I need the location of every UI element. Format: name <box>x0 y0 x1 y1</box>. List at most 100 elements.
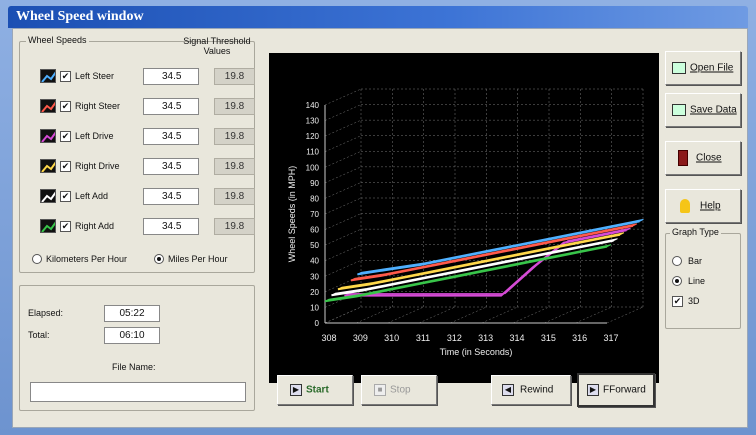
y-tick-label: 40 <box>310 257 319 266</box>
3d-checkbox[interactable]: ✔ <box>672 296 683 307</box>
y-tick-label: 0 <box>315 319 320 328</box>
grid-line <box>324 228 362 246</box>
x-tick-label: 316 <box>572 333 587 343</box>
series-checkbox[interactable]: ✔ <box>60 161 71 172</box>
y-tick-label: 130 <box>306 117 320 126</box>
y-tick-label: 10 <box>310 303 319 312</box>
series-threshold: 19.8 <box>214 188 255 205</box>
series-threshold: 19.8 <box>214 218 255 235</box>
stop-icon: ■ <box>374 384 386 396</box>
line-label: Line <box>688 276 706 286</box>
x-axis-label: Time (in Seconds) <box>440 347 513 357</box>
mph-label: Miles Per Hour <box>168 254 228 264</box>
series-label: Left Add <box>75 191 109 201</box>
series-value[interactable]: 34.5 <box>143 218 199 235</box>
grid-line <box>387 306 424 324</box>
save-data-button[interactable]: Save Data <box>665 93 741 127</box>
series-checkbox[interactable]: ✔ <box>60 131 71 142</box>
open-folder-icon <box>672 62 686 74</box>
file-name-input[interactable] <box>30 382 246 402</box>
window-title: Wheel Speed window <box>16 9 144 24</box>
kph-radio[interactable] <box>32 254 42 264</box>
rewind-icon: ◀ <box>502 384 514 396</box>
grid-line <box>356 306 393 324</box>
x-tick-label: 311 <box>416 333 430 343</box>
series-threshold: 19.8 <box>214 98 255 115</box>
series-label: Right Steer <box>75 101 121 111</box>
stop-button[interactable]: ■ Stop <box>361 375 437 405</box>
series-checkbox[interactable]: ✔ <box>60 101 71 112</box>
mph-radio[interactable] <box>154 254 164 264</box>
y-axis-label: Wheel Speeds (in MPH) <box>287 166 297 263</box>
total-value: 06:10 <box>104 327 160 344</box>
close-label: Close <box>696 152 722 164</box>
mini-graph-icon <box>40 129 56 143</box>
close-button[interactable]: Close <box>665 141 741 175</box>
y-tick-label: 20 <box>310 288 319 297</box>
title-bar[interactable]: Wheel Speed window <box>8 6 748 28</box>
y-tick-label: 70 <box>310 210 319 219</box>
series-value[interactable]: 34.5 <box>143 158 199 175</box>
x-tick-label: 312 <box>447 333 462 343</box>
y-tick-label: 60 <box>310 226 319 235</box>
elapsed-label: Elapsed: <box>28 308 64 318</box>
series-value[interactable]: 34.5 <box>143 188 199 205</box>
series-value[interactable]: 34.5 <box>143 128 199 145</box>
open-file-button[interactable]: Open File <box>665 51 741 85</box>
series-label: Left Drive <box>75 131 114 141</box>
chart-svg: 0 10 20 30 40 50 60 70 80 90 100 110 120 130 140 308 309… <box>287 88 644 357</box>
grid-line <box>575 306 612 324</box>
y-tick-label: 100 <box>306 163 320 172</box>
mini-graph-icon <box>40 219 56 233</box>
grid-line <box>324 166 362 184</box>
wheel-speed-chart: 0 10 20 30 40 50 60 70 80 90 100 110 120 130 140 308 309… <box>269 53 659 383</box>
threshold-header: Signal Threshold Values <box>183 36 251 56</box>
series-label: Right Drive <box>75 161 120 171</box>
y-tick-label: 120 <box>306 132 320 141</box>
fforward-icon: ▶ <box>587 384 599 396</box>
open-file-label: Open File <box>690 62 734 74</box>
x-tick-label: 308 <box>321 333 336 343</box>
graph-type-title: Graph Type <box>670 227 721 237</box>
line-radio[interactable] <box>672 276 682 286</box>
mini-graph-icon <box>40 159 56 173</box>
series-checkbox[interactable]: ✔ <box>60 221 71 232</box>
x-tick-label: 313 <box>478 333 493 343</box>
series-label: Right Add <box>75 221 115 231</box>
start-button[interactable]: ▶ Start <box>277 375 353 405</box>
play-icon: ▶ <box>290 384 302 396</box>
x-tick-label: 310 <box>384 333 399 343</box>
kph-label: Kilometers Per Hour <box>46 254 128 264</box>
mini-graph-icon <box>40 69 56 83</box>
series-checkbox[interactable]: ✔ <box>60 191 71 202</box>
fforward-button[interactable]: ▶ FForward <box>577 373 655 407</box>
bar-radio[interactable] <box>672 256 682 266</box>
series-line <box>344 229 627 297</box>
grid-line <box>324 182 362 199</box>
grid-line <box>324 151 362 168</box>
wheel-speed-row: ✔ Right Add 34.5 19.8 <box>40 218 260 236</box>
grid-line <box>324 119 362 137</box>
series-threshold: 19.8 <box>214 128 255 145</box>
series-checkbox[interactable]: ✔ <box>60 71 71 82</box>
lightbulb-icon <box>680 199 690 213</box>
grid-line <box>544 306 581 324</box>
wheel-speed-row: ✔ Right Drive 34.5 19.8 <box>40 158 260 176</box>
series-threshold: 19.8 <box>214 68 255 85</box>
door-icon <box>678 150 688 166</box>
rewind-button[interactable]: ◀ Rewind <box>491 375 571 405</box>
help-button[interactable]: Help <box>665 189 741 223</box>
series-label: Left Steer <box>75 71 115 81</box>
grid-line <box>418 306 456 324</box>
x-tick-label: 309 <box>353 333 368 343</box>
series-value[interactable]: 34.5 <box>143 98 199 115</box>
mini-graph-icon <box>40 99 56 113</box>
series-value[interactable]: 34.5 <box>143 68 199 85</box>
grid-line <box>606 306 644 324</box>
y-tick-label: 50 <box>310 241 319 250</box>
wheel-speed-row: ✔ Left Drive 34.5 19.8 <box>40 128 260 146</box>
x-tick-label: 314 <box>509 333 524 343</box>
stop-label: Stop <box>390 384 411 396</box>
series-line <box>331 239 614 297</box>
grid-line <box>324 244 362 261</box>
